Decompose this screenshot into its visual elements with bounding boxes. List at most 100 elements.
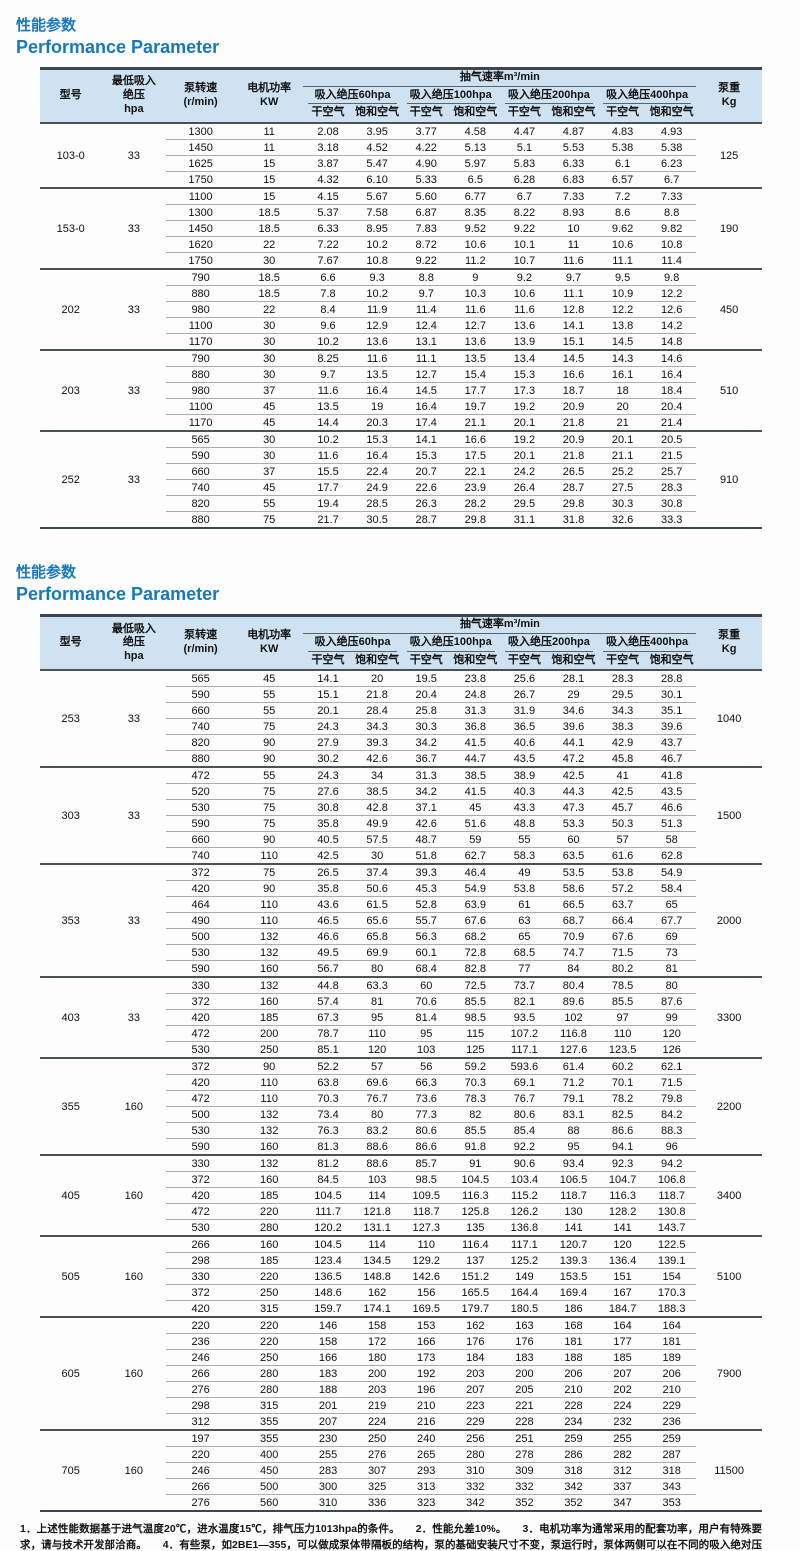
rate-cell: 95 — [401, 1025, 451, 1042]
motor-power-cell: 160 — [234, 1235, 304, 1253]
pump-speed-cell: 590 — [166, 1138, 235, 1156]
min-abs-pressure-cell: 160 — [101, 1429, 167, 1512]
pump-speed-cell: 266 — [166, 1235, 235, 1253]
rate-cell: 234 — [548, 1413, 599, 1431]
rate-cell: 54.9 — [647, 863, 697, 881]
rate-cell: 49.5 — [303, 944, 353, 961]
rate-cell: 12.2 — [598, 301, 648, 318]
rate-cell: 34.3 — [352, 718, 402, 735]
rate-cell: 98.5 — [401, 1171, 451, 1188]
rate-cell: 18 — [598, 382, 648, 399]
rate-cell: 10.2 — [352, 236, 402, 253]
rate-cell: 18.7 — [548, 382, 599, 399]
motor-power-cell: 160 — [234, 1171, 304, 1188]
rate-cell: 21.8 — [548, 447, 599, 464]
rate-cell: 12.7 — [450, 317, 500, 334]
motor-power-cell: 18.5 — [234, 285, 304, 302]
rate-cell: 111.7 — [303, 1203, 353, 1220]
rate-cell: 49.9 — [352, 815, 402, 832]
rate-cell: 240 — [401, 1429, 451, 1447]
rate-cell: 19.5 — [401, 669, 451, 687]
rate-cell: 41.8 — [647, 766, 697, 784]
pressure-group-label: 吸入绝压100hpa — [406, 634, 495, 652]
motor-power-cell: 30 — [234, 430, 304, 448]
rate-cell: 353 — [647, 1494, 697, 1512]
col-header-model: 型号 — [59, 636, 82, 649]
rate-cell: 20 — [598, 398, 648, 415]
rate-cell: 183 — [303, 1365, 353, 1382]
rate-cell: 203 — [352, 1381, 402, 1398]
rate-cell: 28.3 — [647, 479, 697, 496]
rate-cell: 26.4 — [499, 479, 549, 496]
rate-cell: 11.9 — [352, 301, 402, 318]
rate-cell: 232 — [598, 1413, 648, 1431]
rate-cell: 47.2 — [548, 750, 599, 768]
pump-speed-cell: 420 — [166, 1009, 235, 1026]
pump-speed-cell: 312 — [166, 1413, 235, 1431]
rate-cell: 15.1 — [303, 686, 353, 703]
rate-cell: 22.6 — [401, 479, 451, 496]
rate-cell: 120.2 — [303, 1219, 353, 1237]
min-abs-pressure-cell: 33 — [101, 863, 167, 978]
rate-cell: 165.5 — [450, 1284, 500, 1301]
rate-cell: 60 — [401, 976, 451, 994]
rate-cell: 110 — [352, 1025, 402, 1042]
rate-cell: 69 — [647, 928, 697, 945]
pump-speed-cell: 820 — [166, 495, 235, 512]
rate-cell: 27.6 — [303, 783, 353, 800]
rate-cell: 42.6 — [401, 815, 451, 832]
rate-cell: 283 — [303, 1462, 353, 1479]
rate-cell: 202 — [598, 1381, 648, 1398]
rate-cell: 11.1 — [598, 252, 648, 270]
rate-cell: 21.7 — [303, 511, 353, 529]
rate-cell: 96 — [647, 1138, 697, 1156]
rate-cell: 9.22 — [401, 252, 451, 270]
rate-cell: 28.3 — [598, 669, 648, 687]
rate-cell: 30 — [352, 847, 402, 865]
rate-cell: 210 — [548, 1381, 599, 1398]
rate-cell: 80 — [647, 976, 697, 994]
rate-cell: 39.6 — [647, 718, 697, 735]
rate-cell: 106.5 — [548, 1171, 599, 1188]
rate-cell: 39.3 — [352, 734, 402, 751]
rate-cell: 26.5 — [548, 463, 599, 480]
pump-speed-cell: 1300 — [166, 122, 235, 140]
rate-cell: 26.3 — [401, 495, 451, 512]
pump-speed-cell: 330 — [166, 1268, 235, 1285]
rate-cell: 62.8 — [647, 847, 697, 865]
rate-cell: 35.8 — [303, 880, 353, 897]
motor-power-cell: 280 — [234, 1365, 304, 1382]
rate-cell: 9.8 — [647, 268, 697, 286]
rate-cell: 43.5 — [499, 750, 549, 768]
rate-cell: 192 — [401, 1365, 451, 1382]
motor-power-cell: 220 — [234, 1203, 304, 1220]
motor-power-cell: 90 — [234, 750, 304, 768]
motor-power-cell: 45 — [234, 669, 304, 687]
rate-cell: 42.5 — [303, 847, 353, 865]
rate-cell: 47.3 — [548, 799, 599, 816]
rate-cell: 110 — [401, 1235, 451, 1253]
rate-cell: 42.6 — [352, 750, 402, 768]
pump-speed-cell: 1750 — [166, 171, 235, 189]
rate-cell: 31.3 — [450, 702, 500, 719]
rate-cell: 10.2 — [352, 285, 402, 302]
motor-power-cell: 37 — [234, 463, 304, 480]
rate-cell: 81.4 — [401, 1009, 451, 1026]
rate-cell: 26.5 — [303, 863, 353, 881]
pump-speed-cell: 472 — [166, 1203, 235, 1220]
motor-power-cell: 18.5 — [234, 220, 304, 237]
pump-speed-cell: 372 — [166, 1284, 235, 1301]
min-abs-pressure-cell: 33 — [101, 766, 167, 865]
rate-cell: 7.67 — [303, 252, 353, 270]
pump-speed-cell: 880 — [166, 750, 235, 768]
rate-cell: 12.4 — [401, 317, 451, 334]
pump-speed-cell: 1450 — [166, 220, 235, 237]
rate-cell: 207 — [450, 1381, 500, 1398]
motor-power-cell: 132 — [234, 928, 304, 945]
rate-cell: 5.83 — [499, 155, 549, 172]
rate-cell: 59 — [450, 831, 500, 848]
rate-cell: 188.3 — [647, 1300, 697, 1318]
model-cell: 405 — [40, 1154, 102, 1237]
pump-speed-cell: 1100 — [166, 317, 235, 334]
pump-speed-cell: 1100 — [166, 187, 235, 205]
